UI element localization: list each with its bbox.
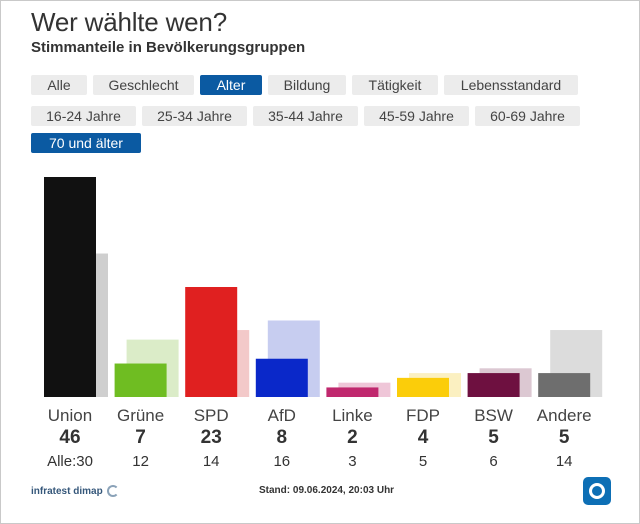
bar-70plus-fdp [397,377,449,397]
bar-70plus-andere [538,373,591,397]
category-label-union: Union [48,406,92,425]
age-group-tabs: 16-24 Jahre 25-34 Jahre 35-44 Jahre 45-5… [31,106,580,126]
age-tab-45-59[interactable]: 45-59 Jahre [364,106,469,126]
bar-70plus-afd [255,358,308,397]
value-label-gruene: 7 [135,427,146,448]
tab-taetigkeit[interactable]: Tätigkeit [352,75,438,95]
bar-chart: Union46Alle:30Grüne712SPD2314AfD816Linke… [44,177,603,470]
category-label-bsw: BSW [474,406,513,425]
bar-70plus-gruene [114,363,167,397]
tab-alle[interactable]: Alle [31,75,87,95]
age-group-tabs-row2: 70 und älter [31,133,141,153]
alle-value-union: Alle:30 [47,453,93,470]
alle-value-bsw: 6 [489,453,497,470]
source-text: infratest dimap [31,485,103,497]
bar-70plus-union [44,177,96,397]
age-tab-25-34[interactable]: 25-34 Jahre [142,106,247,126]
tab-lebensstandard[interactable]: Lebensstandard [444,75,578,95]
alle-value-spd: 14 [203,453,220,470]
alle-value-gruene: 12 [132,453,149,470]
value-label-fdp: 4 [418,427,429,448]
alle-value-fdp: 5 [419,453,427,470]
age-tab-60-69[interactable]: 60-69 Jahre [475,106,580,126]
tab-bildung[interactable]: Bildung [268,75,346,95]
category-label-andere: Andere [537,406,592,425]
category-label-linke: Linke [332,406,373,425]
source-label: infratest dimap [31,485,119,497]
value-label-afd: 8 [277,427,288,448]
alle-value-afd: 16 [273,453,290,470]
category-label-gruene: Grüne [117,406,164,425]
value-label-bsw: 5 [488,427,499,448]
age-tab-35-44[interactable]: 35-44 Jahre [253,106,358,126]
category-label-afd: AfD [268,406,296,425]
category-tabs: Alle Geschlecht Alter Bildung Tätigkeit … [31,75,578,95]
chart-subtitle: Stimmanteile in Bevölkerungsgruppen [31,39,306,56]
tagesschau-logo-icon[interactable] [583,477,611,505]
logo-ring-icon [589,483,605,499]
bar-70plus-spd [185,287,238,397]
bar-70plus-bsw [467,373,520,397]
category-label-spd: SPD [194,406,229,425]
timestamp: Stand: 09.06.2024, 20:03 Uhr [259,485,395,496]
category-label-fdp: FDP [406,406,440,425]
bar-70plus-linke [326,387,379,397]
tab-alter[interactable]: Alter [200,75,262,95]
alle-value-andere: 14 [556,453,573,470]
value-label-union: 46 [59,427,80,448]
value-label-andere: 5 [559,427,570,448]
infratest-logo-icon [106,485,119,497]
tab-geschlecht[interactable]: Geschlecht [93,75,194,95]
value-label-linke: 2 [347,427,358,448]
value-label-spd: 23 [201,427,222,448]
age-tab-16-24[interactable]: 16-24 Jahre [31,106,136,126]
age-tab-70-plus[interactable]: 70 und älter [31,133,141,153]
chart-title: Wer wählte wen? [31,7,227,37]
alle-value-linke: 3 [348,453,356,470]
